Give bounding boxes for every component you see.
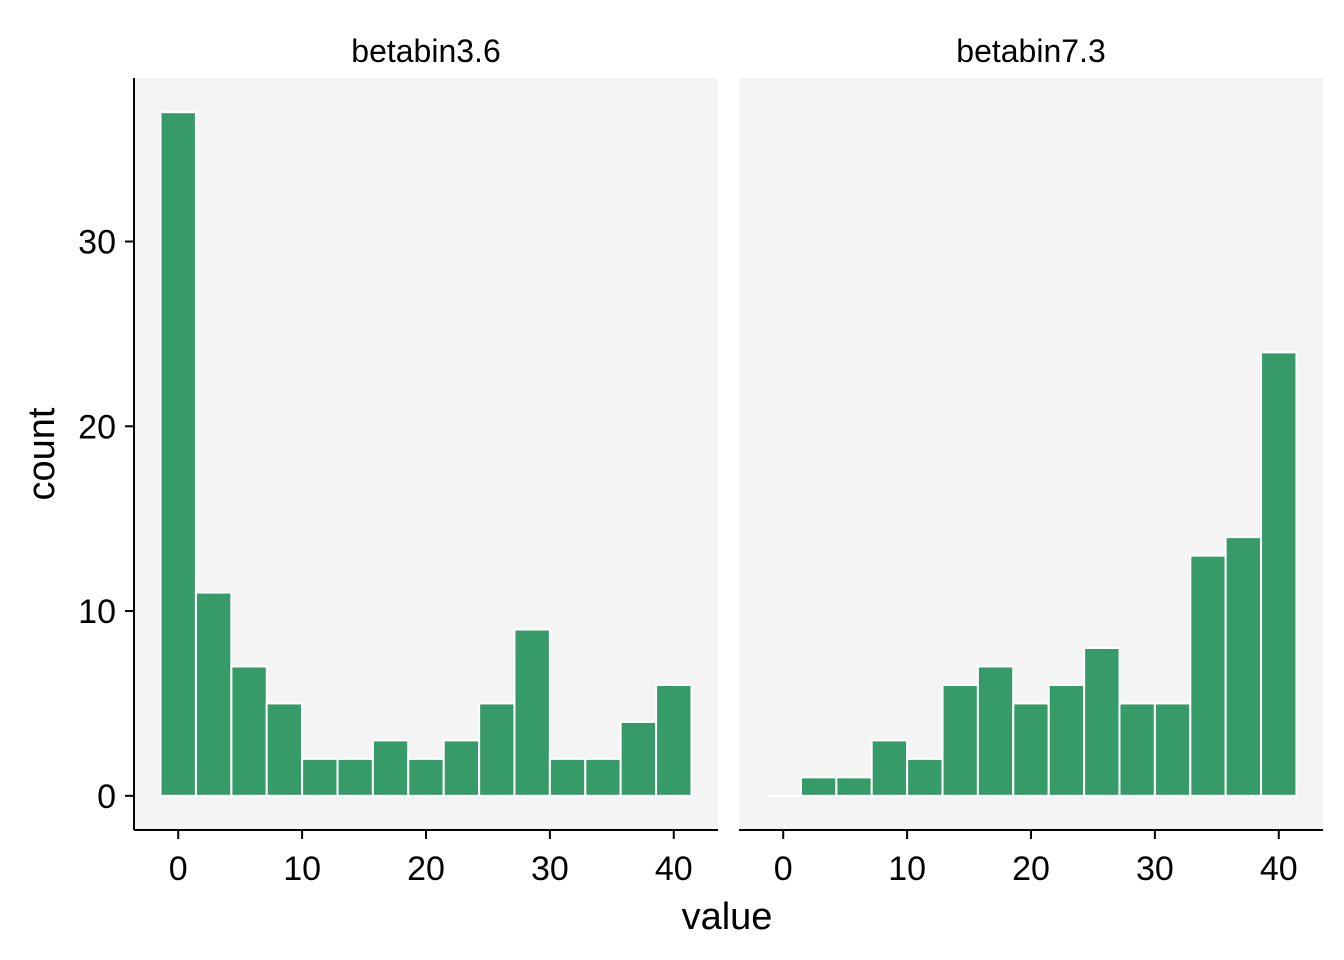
histogram-bar: [230, 665, 268, 797]
x-tick-label: 30: [1136, 850, 1174, 888]
histogram-bar: [265, 702, 304, 797]
y-tick-label: 10: [78, 593, 116, 631]
y-tick-label: 0: [97, 778, 116, 816]
histogram-bar: [407, 757, 445, 797]
histogram-bar: [1083, 647, 1121, 797]
facet-panel-2: betabin7.3 0 10 20 30 40: [739, 33, 1323, 888]
x-tick-label: 10: [888, 850, 926, 888]
x-tick-label: 40: [655, 850, 693, 888]
histogram-bar: [1047, 683, 1086, 797]
histogram-bar: [941, 683, 979, 797]
histogram-bar: [1224, 536, 1263, 797]
histogram-bar: [336, 757, 374, 797]
histogram-bar: [159, 111, 197, 797]
x-tick-label: 0: [774, 850, 793, 888]
x-axis-title: value: [682, 896, 773, 938]
facet-title: betabin3.6: [351, 33, 500, 69]
histogram-bar: [976, 665, 1015, 797]
histogram-bar: [1118, 702, 1156, 797]
histogram-bar: [799, 776, 838, 797]
x-tick-label: 20: [1012, 850, 1050, 888]
y-axis: 0 10 20 30: [78, 78, 135, 830]
y-tick-label: 30: [78, 224, 116, 262]
histogram-bar: [548, 757, 587, 797]
histogram-bar: [906, 757, 944, 797]
x-tick-label: 20: [407, 850, 445, 888]
histogram-bar: [1153, 702, 1192, 797]
histogram-bar: [194, 591, 233, 797]
facet-title: betabin7.3: [956, 33, 1105, 69]
y-axis-title: count: [21, 407, 63, 500]
histogram-bar: [619, 720, 658, 797]
histogram-bar: [478, 702, 516, 797]
histogram-bar: [870, 739, 909, 797]
histogram-bar: [513, 628, 551, 797]
histogram-bar: [371, 739, 410, 797]
x-tick-label: 30: [531, 850, 569, 888]
x-tick-label: 40: [1260, 850, 1298, 888]
histogram-bar: [1189, 554, 1227, 797]
x-tick-label: 10: [283, 850, 321, 888]
y-tick-label: 20: [78, 408, 116, 446]
facet-panel-1: betabin3.6 0 10 20 30 40: [134, 33, 718, 888]
histogram-bar: [442, 739, 481, 797]
histogram-bar: [584, 757, 622, 797]
x-tick-label: 0: [169, 850, 188, 888]
histogram-bar: [655, 683, 693, 797]
facet-panels: betabin3.6 0 10 20 30 40 betabin7.3 0 10 20 30 40: [134, 33, 1323, 888]
histogram-bar: [835, 776, 873, 797]
histogram-bar: [1260, 351, 1298, 797]
histogram-bar: [1012, 702, 1050, 797]
histogram-bar: [301, 757, 339, 797]
